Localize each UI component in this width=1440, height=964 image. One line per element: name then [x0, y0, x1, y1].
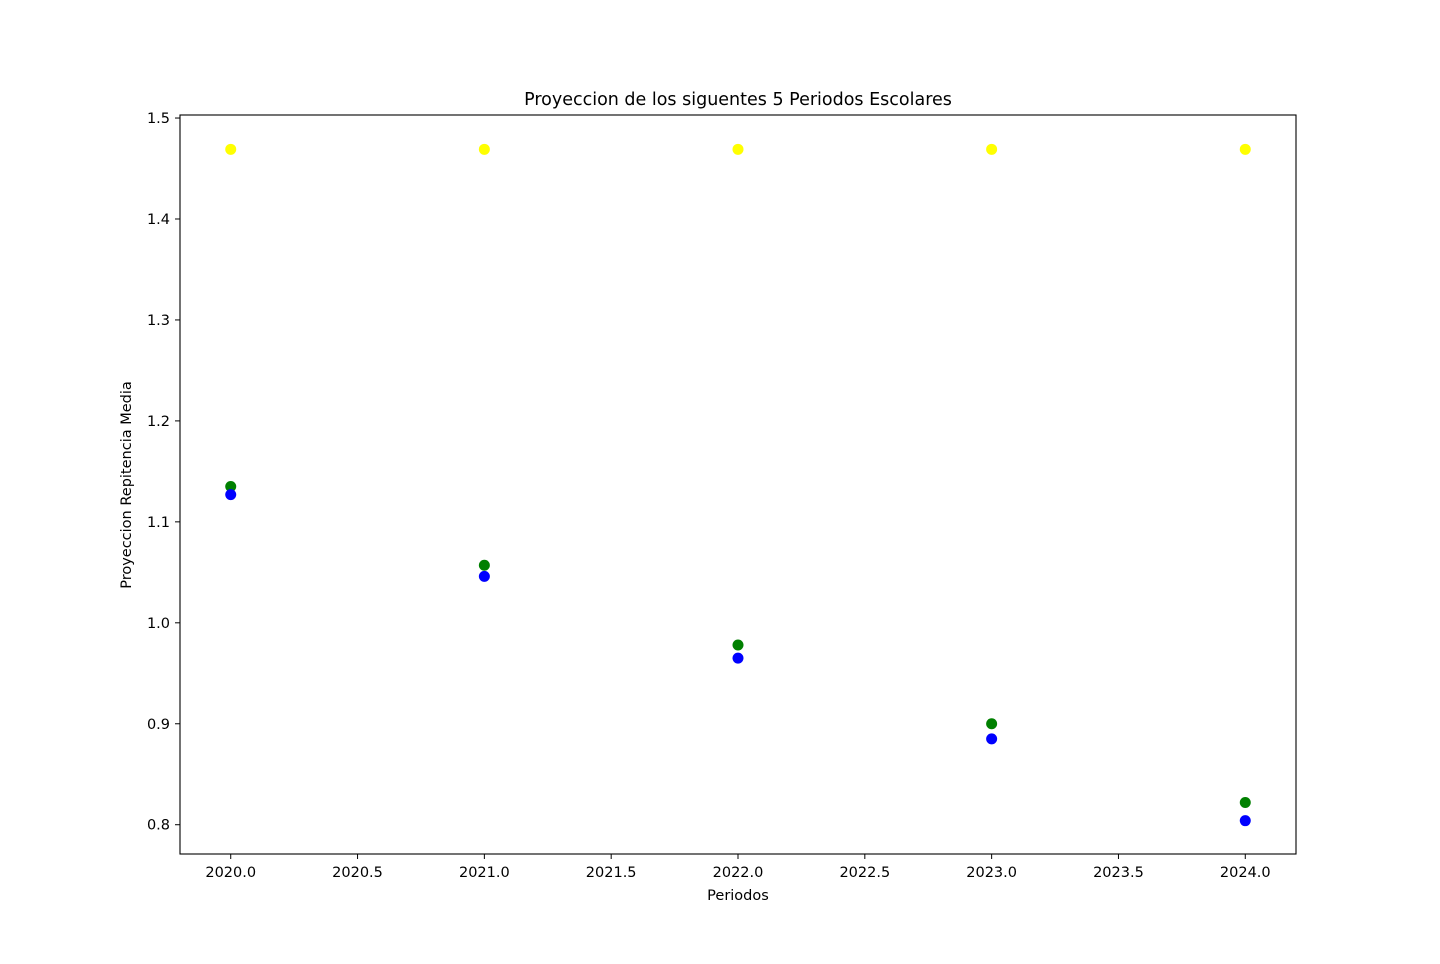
y-tick-label: 1.2 — [147, 414, 170, 430]
y-tick-label: 1.0 — [147, 616, 170, 632]
y-tick-label: 1.4 — [147, 212, 170, 228]
x-tick-label: 2020.5 — [332, 865, 383, 881]
scatter-point — [1239, 815, 1251, 827]
data-points — [225, 143, 1251, 827]
x-tick-label: 2021.0 — [459, 865, 510, 881]
scatter-point — [732, 652, 744, 664]
scatter-point — [986, 733, 998, 745]
x-tick-label: 2022.0 — [713, 865, 764, 881]
scatter-point — [986, 718, 998, 730]
scatter-point — [732, 639, 744, 651]
scatter-point — [478, 559, 490, 571]
y-tick-label: 0.9 — [147, 717, 170, 733]
y-axis-ticks: 0.8 0.9 1.0 1.1 1.2 1.3 1.4 1.5 — [147, 111, 180, 834]
plot-frame — [179, 114, 1297, 855]
scatter-point — [986, 143, 998, 155]
y-tick-label: 1.5 — [147, 111, 170, 127]
y-tick-label: 1.3 — [147, 313, 170, 329]
x-tick-label: 2024.0 — [1220, 865, 1271, 881]
y-axis-label: Proyeccion Repitencia Media — [119, 381, 135, 589]
chart-title: Proyeccion de los siguentes 5 Periodos E… — [524, 90, 952, 110]
scatter-point — [225, 489, 237, 501]
x-tick-label: 2020.0 — [205, 865, 256, 881]
x-axis-label: Periodos — [707, 888, 769, 904]
scatter-point — [478, 143, 490, 155]
x-axis-ticks: 2020.0 2020.5 2021.0 2021.5 2022.0 2022.5 2023… — [205, 854, 1271, 881]
x-tick-label: 2021.5 — [586, 865, 637, 881]
scatter-point — [225, 481, 237, 493]
scatter-point — [478, 570, 490, 582]
x-tick-label: 2023.0 — [966, 865, 1017, 881]
scatter-point — [225, 143, 237, 155]
scatter-point — [1239, 797, 1251, 809]
x-tick-label: 2023.5 — [1093, 865, 1144, 881]
scatter-point — [732, 143, 744, 155]
y-tick-label: 1.1 — [147, 515, 170, 531]
y-tick-label: 0.8 — [147, 818, 170, 834]
scatter-point — [1239, 143, 1251, 155]
x-tick-label: 2022.5 — [839, 865, 890, 881]
plot-background — [180, 115, 1296, 854]
